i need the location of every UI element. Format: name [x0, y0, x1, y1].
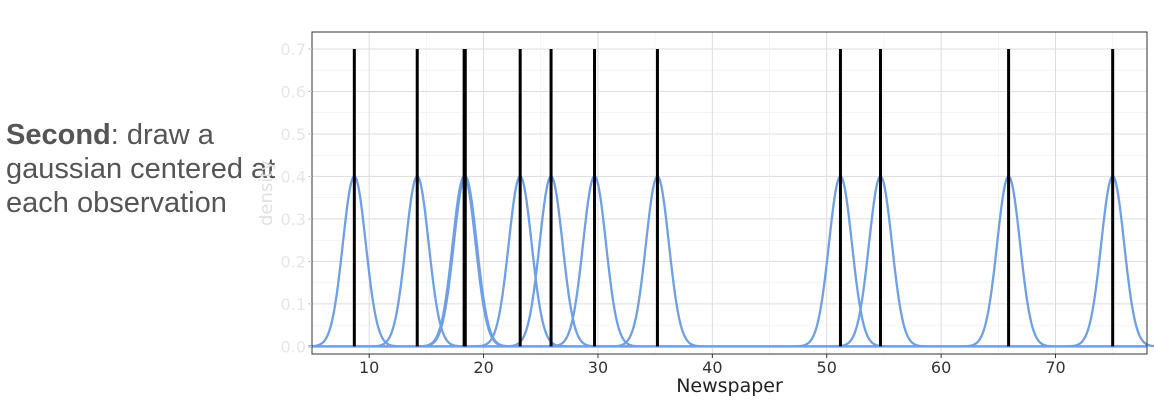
x-tick-label-1: 20: [473, 358, 493, 377]
x-tick-label-2: 30: [588, 358, 608, 377]
x-tick-label-4: 50: [817, 358, 837, 377]
caption: Second: draw a gaussian centered at each…: [6, 118, 276, 220]
x-tick-labels: 10 20 30 40 50 60 70: [359, 354, 1066, 377]
observation-stems: [352, 48, 1115, 347]
y-tick-label-3: 0.3: [281, 210, 306, 229]
x-tick-label-6: 70: [1045, 358, 1065, 377]
x-tick-label-3: 40: [702, 358, 722, 377]
y-tick-label-6: 0.6: [281, 82, 306, 101]
y-axis-title: density: [256, 160, 277, 226]
y-tick-label-0: 0.0: [281, 337, 306, 356]
caption-bold: Second: [6, 119, 111, 151]
x-tick-label-5: 60: [931, 358, 951, 377]
y-tick-label-7: 0.7: [281, 40, 306, 59]
y-tick-labels: 0.0 0.1 0.2 0.3 0.4 0.5 0.6 0.7: [281, 40, 312, 356]
x-axis-title: Newspaper: [676, 375, 783, 397]
y-tick-label-5: 0.5: [281, 125, 306, 144]
panel-border: [311, 31, 1148, 355]
y-tick-label-2: 0.2: [281, 252, 306, 271]
caption-rest: : draw a gaussian centered at each obser…: [6, 119, 276, 219]
y-tick-label-1: 0.1: [281, 295, 306, 314]
y-tick-label-4: 0.4: [281, 167, 306, 186]
x-tick-label-0: 10: [359, 358, 379, 377]
